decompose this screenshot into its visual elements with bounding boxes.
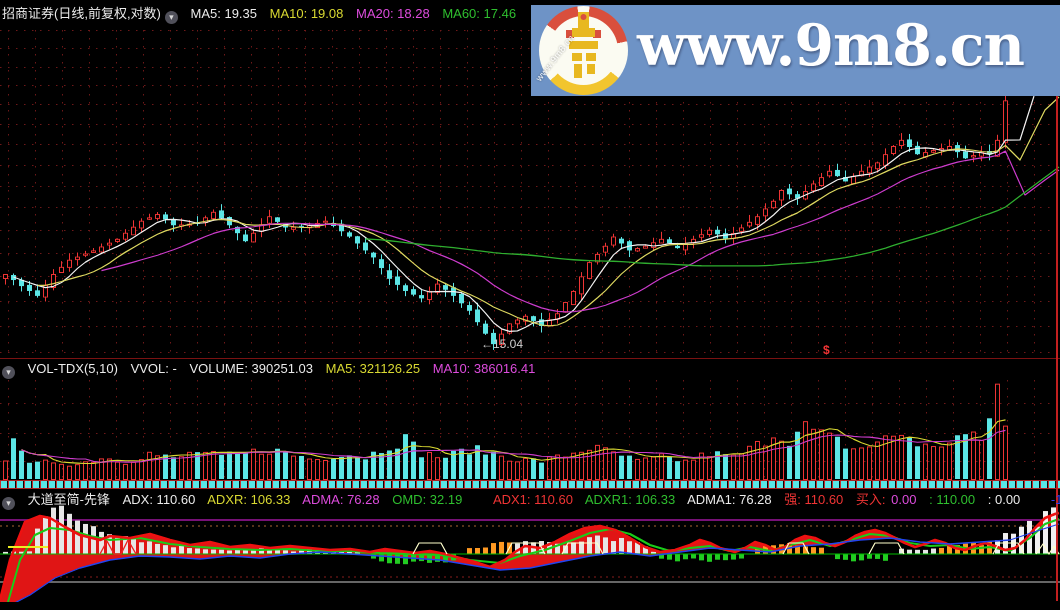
volume-value: VOLUME: 390251.03 <box>189 361 314 376</box>
chevron-down-icon[interactable]: ▾ <box>2 366 15 379</box>
indicator-chart[interactable] <box>0 503 1060 602</box>
chevron-down-icon[interactable]: ▾ <box>2 497 15 510</box>
watermark-url[interactable]: www.9m8.cn <box>637 12 1025 79</box>
indicator-name: 大道至简-先锋 <box>27 492 110 507</box>
strong-value: 强: 110.60 <box>784 492 844 507</box>
ma5-value: MA5: 19.35 <box>190 6 258 21</box>
low-price-annotation: ←15.04 <box>481 337 524 351</box>
volume-ma5-value: MA5: 321126.25 <box>325 361 421 376</box>
signal-marker: $ <box>823 343 830 357</box>
ma20-value: MA20: 18.28 <box>355 6 430 21</box>
chart-title: 招商证券(日线,前复权,对数) <box>2 6 161 21</box>
buy-value: 0.00 <box>891 492 917 507</box>
adx-value: ADX: 110.60 <box>122 492 196 507</box>
omd-value: OMD: 32.19 <box>392 492 463 507</box>
volume-chart[interactable] <box>0 378 1060 481</box>
logo-glyph <box>566 12 601 78</box>
level-neg-value: -110.00 <box>1050 492 1060 507</box>
panel-divider <box>0 358 1060 359</box>
level-pos-value: : 110.00 <box>929 492 976 507</box>
volume-ma10-value: MA10: 386016.41 <box>432 361 536 376</box>
adma1-value: ADMA1: 76.28 <box>687 492 772 507</box>
volume-indicator-name: VOL-TDX(5,10) <box>27 361 118 376</box>
level-zero-value: : 0.00 <box>987 492 1021 507</box>
watermark-banner: www.9m8.cn www.9m8.cn <box>531 5 1060 96</box>
adma-value: ADMA: 76.28 <box>302 492 380 507</box>
indicator-header: ▾ 大道至简-先锋 ADX: 110.60 ADXR: 106.33 ADMA:… <box>2 489 1060 510</box>
vvol-value: VVOL: - <box>130 361 177 376</box>
adx1-value: ADX1: 110.60 <box>492 492 573 507</box>
volume-header: ▾ VOL-TDX(5,10) VVOL: - VOLUME: 390251.0… <box>2 361 544 379</box>
adxr1-value: ADXR1: 106.33 <box>584 492 676 507</box>
buy-label: 买入: <box>855 492 886 507</box>
chevron-down-icon[interactable]: ▾ <box>164 11 178 24</box>
ma10-value: MA10: 19.08 <box>269 6 344 21</box>
main-chart-header: 招商证券(日线,前复权,对数) ▾ MA5: 19.35 MA10: 19.08 … <box>2 3 525 24</box>
decorative-divider-blocks <box>0 480 1060 489</box>
right-border-line <box>1056 96 1058 601</box>
adxr-value: ADXR: 106.33 <box>207 492 291 507</box>
ma60-value: MA60: 17.46 <box>442 6 517 21</box>
site-logo-icon <box>539 6 628 95</box>
